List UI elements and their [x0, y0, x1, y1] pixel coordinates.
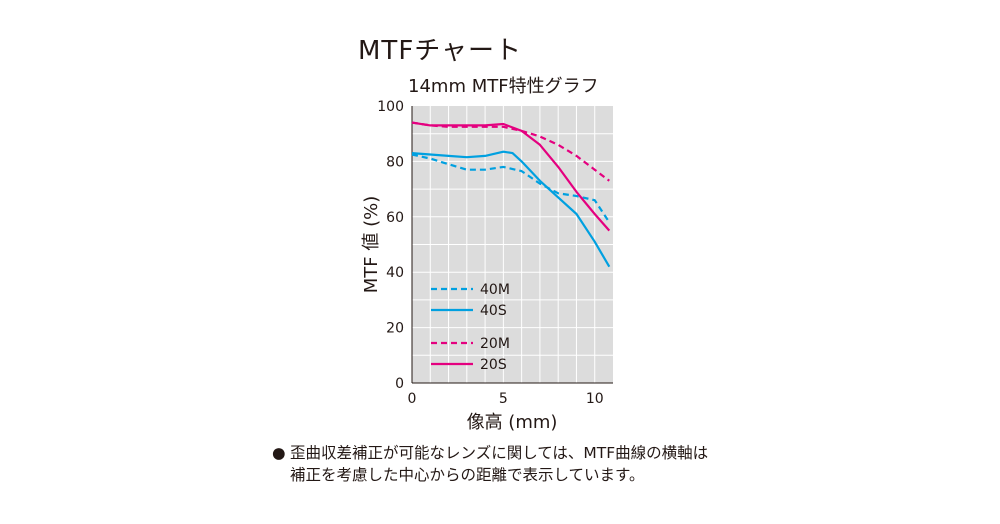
footnote-text-1: 歪曲収差補正が可能なレンズに関しては、MTF曲線の横軸は [290, 444, 709, 462]
x-tick-label: 10 [586, 391, 604, 407]
x-axis-label: 像高 (mm) [467, 412, 558, 433]
y-tick-label: 20 [386, 321, 404, 337]
series-line-20s [411, 121, 611, 232]
legend-label-40s: 40S [480, 303, 507, 319]
y-tick-label: 40 [386, 265, 404, 281]
series-line-20m [411, 121, 610, 182]
series-line-40s [411, 150, 611, 268]
footnote-text-2: 補正を考慮した中心からの距離で表示しています。 [290, 466, 645, 484]
bullet-icon: ● [272, 444, 286, 462]
legend-label-40m: 40M [480, 282, 510, 298]
x-tick-label: 0 [408, 391, 417, 407]
mtf-chart: 0 20 40 60 80 100 0 5 10 14mm MTF特性グラフ像高 (mm) MTF … [361, 76, 613, 433]
footnote-line-1: ● 歪曲収差補正が可能なレンズに関しては、MTF曲線の横軸は [272, 442, 708, 464]
page-heading: MTFチャート [358, 36, 523, 66]
y-tick-label: 0 [395, 376, 404, 392]
y-tick-label: 100 [377, 99, 404, 115]
y-tick-label: 80 [386, 154, 404, 170]
footnote: ● 歪曲収差補正が可能なレンズに関しては、MTF曲線の横軸は 補正を考慮した中心か… [272, 442, 708, 486]
y-axis-label: MTF 値 (%) [361, 196, 382, 293]
y-tick-label: 60 [386, 210, 404, 226]
x-tick-label: 5 [499, 391, 508, 407]
legend-label-20m: 20M [480, 336, 510, 352]
series-line-40m [411, 153, 611, 223]
legend-label-20s: 20S [480, 357, 507, 373]
chart-title: 14mm MTF特性グラフ [408, 76, 599, 97]
